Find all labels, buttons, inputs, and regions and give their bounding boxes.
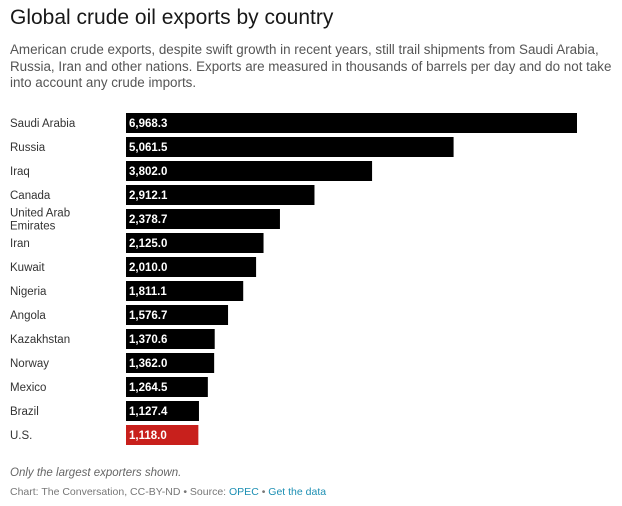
value-label: 2,912.1	[129, 190, 168, 202]
source-link[interactable]: OPEC	[229, 486, 259, 498]
category-label: Norway	[10, 358, 49, 370]
bar	[126, 281, 244, 301]
value-label: 2,125.0	[129, 238, 167, 250]
category-label: United Arab Emirates	[10, 208, 70, 233]
value-label: 1,576.7	[129, 310, 167, 322]
bar	[126, 161, 373, 181]
value-label: 5,061.5	[129, 142, 168, 154]
bar	[126, 113, 577, 133]
value-label: 1,811.1	[129, 286, 167, 298]
category-label: Iraq	[10, 166, 30, 178]
category-label: Mexico	[10, 382, 46, 394]
bar	[126, 401, 199, 421]
value-label: 3,802.0	[129, 166, 167, 178]
bar	[126, 137, 454, 157]
chart-note: Only the largest exporters shown.	[10, 467, 182, 479]
value-label: 1,118.0	[129, 430, 167, 442]
value-label: 2,010.0	[129, 262, 167, 274]
get-the-data-link[interactable]: Get the data	[268, 486, 327, 498]
value-label: 2,378.7	[129, 214, 167, 226]
chart-subtitle: American crude exports, despite swift gr…	[10, 42, 612, 90]
category-label: Kazakhstan	[10, 334, 70, 346]
bar	[126, 377, 208, 397]
category-label: Brazil	[10, 406, 39, 418]
value-label: 1,370.6	[129, 334, 167, 346]
chart-title: Global crude oil exports by country	[10, 6, 334, 29]
bar	[126, 353, 215, 373]
category-label: Kuwait	[10, 262, 45, 274]
value-label: 6,968.3	[129, 118, 167, 130]
category-label: Angola	[10, 310, 46, 322]
value-label: 1,127.4	[129, 406, 168, 418]
bar-chart: Saudi Arabia 6,968.3 Russia 5,061.5 Iraq 3,80…	[10, 113, 577, 445]
value-label: 1,264.5	[129, 382, 168, 394]
category-label: Nigeria	[10, 286, 47, 298]
bar	[126, 185, 315, 205]
bar-highlight	[126, 425, 199, 445]
bar	[126, 233, 264, 253]
category-label: Iran	[10, 238, 30, 250]
value-label: 1,362.0	[129, 358, 167, 370]
category-label: Saudi Arabia	[10, 118, 76, 130]
category-label: U.S.	[10, 430, 32, 442]
bar	[126, 305, 229, 325]
bar	[126, 257, 257, 277]
bar	[126, 329, 215, 349]
category-label: Canada	[10, 190, 51, 202]
footer-credit: Chart: The Conversation, CC-BY-ND • Sour…	[10, 486, 230, 498]
bar	[126, 209, 280, 229]
footer-separator: •	[258, 486, 269, 498]
category-label: Russia	[10, 142, 46, 154]
chart-footer: Chart: The Conversation, CC-BY-ND • Sour…	[10, 486, 326, 498]
